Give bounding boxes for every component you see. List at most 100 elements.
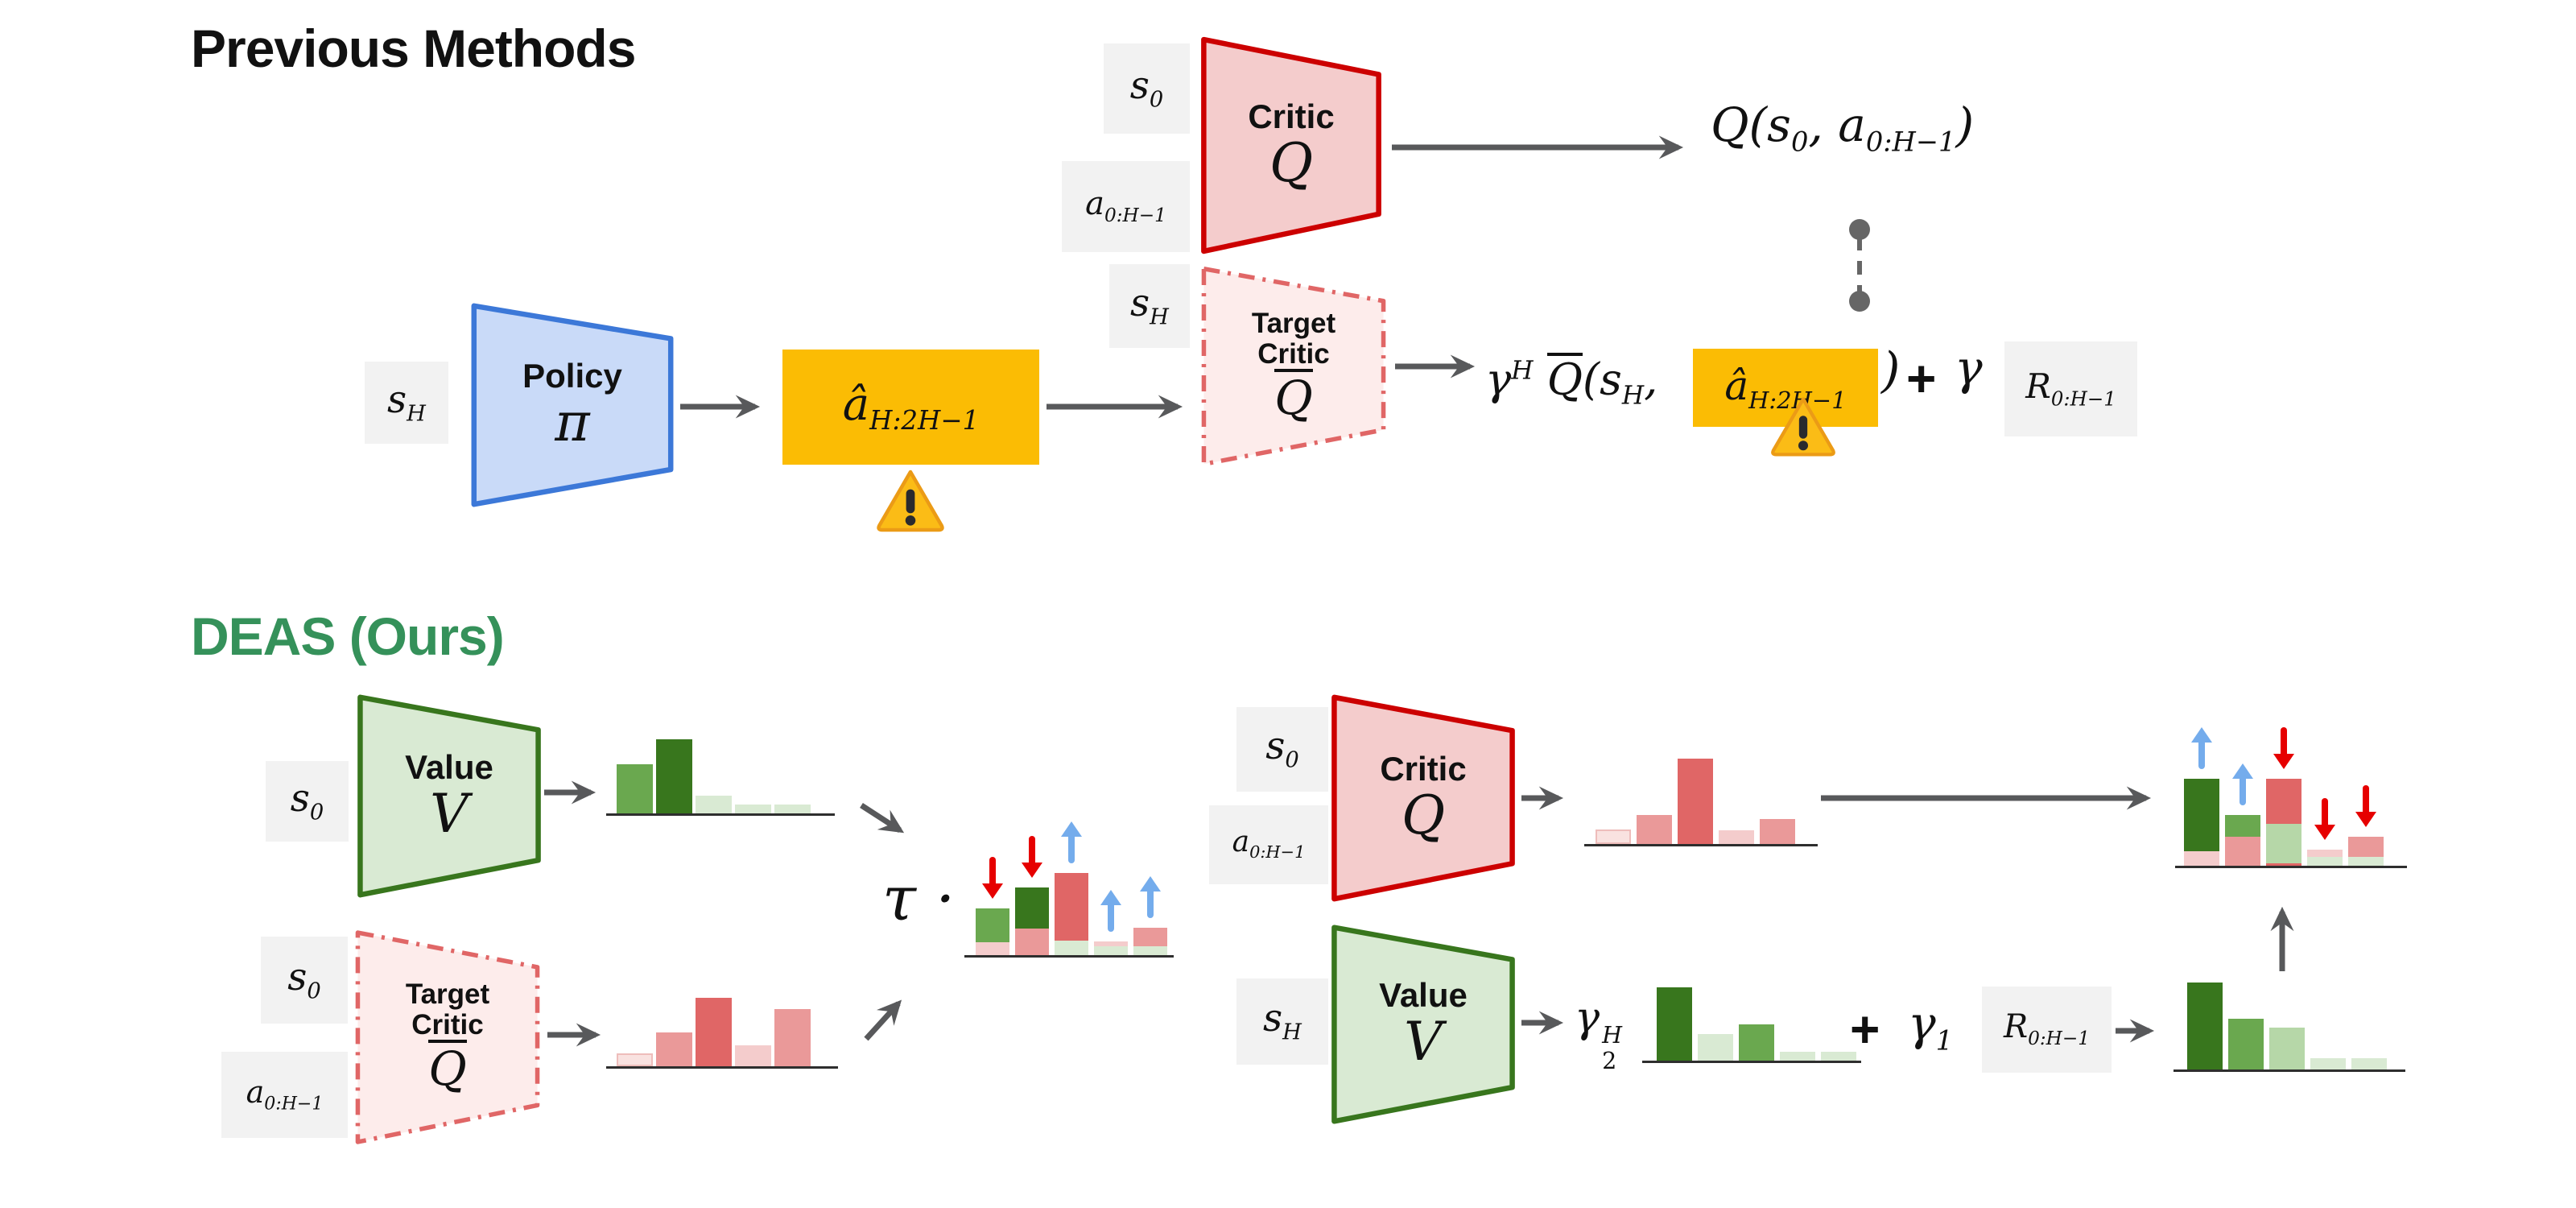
- expectile-combined-distribution-bar-segment: [1055, 873, 1088, 941]
- target-critic-symbol: Q: [1274, 369, 1313, 426]
- formula-close-paren: ): [1881, 342, 1901, 399]
- policy-label-group: Policy π: [471, 303, 674, 507]
- critic-symbol: Q: [1269, 131, 1314, 194]
- value-right-label-group: Value V: [1331, 925, 1515, 1124]
- critic-q-distribution-bar-segment: [1678, 759, 1713, 844]
- discounted-target-distribution-bar-segment: [2187, 983, 2223, 1069]
- expectile-combined-distribution-bar-segment: [1133, 946, 1167, 955]
- value-s0-distribution-bar-segment: [617, 764, 653, 813]
- critic-block: Critic Q: [1201, 36, 1381, 254]
- state-s0-label: s0: [1129, 63, 1164, 113]
- target-critic-distribution-bar-segment: [617, 1053, 653, 1066]
- target-critic-distribution-bar-segment: [774, 1009, 811, 1066]
- trend-arrow-shaft: [1147, 887, 1154, 918]
- critic-right-label-group: Critic Q: [1331, 694, 1515, 902]
- discounted-target-distribution-bar-segment: [2269, 1028, 2305, 1069]
- reward-label: R0:H−1: [2003, 1008, 2091, 1050]
- value-s0-distribution-bar-segment: [696, 796, 732, 813]
- trend-arrow-head: [1022, 863, 1042, 878]
- critic-label-group: Critic Q: [1201, 36, 1381, 254]
- policy-symbol: π: [555, 391, 590, 454]
- formula-actions-label: âH:2H−1: [1724, 362, 1847, 414]
- value-block-left: Value V: [357, 694, 541, 898]
- reward-box-top: R0:H−1: [2004, 341, 2137, 436]
- discounted-target-distribution-bar-segment: [2310, 1058, 2346, 1069]
- expectile-combined-distribution-bar-segment: [1015, 929, 1049, 955]
- value-sH-distribution-bar-segment: [1698, 1034, 1733, 1061]
- target-critic-distribution-axis: [606, 1066, 838, 1069]
- critic-q-distribution-axis: [1584, 844, 1818, 846]
- arrow-value-dist-to-expectile: [860, 803, 905, 834]
- value-s0-distribution-bar-segment: [735, 805, 771, 813]
- connector-dot-top: [1849, 219, 1870, 240]
- value-label-group: Value V: [357, 694, 541, 898]
- formula-plus-sign: +: [1906, 350, 1937, 407]
- critic-update-distribution-bar-segment: [2184, 851, 2219, 866]
- value-sH-distribution-bar-segment: [1780, 1052, 1815, 1061]
- trapezoid-shape: [355, 929, 540, 1145]
- state-sH-input-box-target: sH: [1109, 264, 1190, 348]
- trend-arrow-up-icon: [2232, 763, 2253, 805]
- expectile-combined-distribution-bar-segment: [1094, 946, 1128, 955]
- trapezoid-shape: [1331, 694, 1515, 902]
- policy-block: Policy π: [471, 303, 674, 507]
- critic-update-distribution-bar-segment: [2266, 824, 2301, 863]
- actions-a0h-label: a0:H−1: [246, 1074, 324, 1115]
- state-sH-label: sH: [387, 377, 426, 427]
- connector-dot-bottom: [1849, 291, 1870, 312]
- value-sH-distribution-bar-segment: [1821, 1052, 1856, 1061]
- state-sH-label: sH: [1130, 280, 1169, 330]
- trend-arrow-head: [982, 883, 1003, 899]
- trend-arrow-head: [2314, 825, 2335, 840]
- reward-box-bottom: R0:H−1: [1982, 987, 2112, 1073]
- value-sH-distribution-bar-segment: [1657, 987, 1692, 1061]
- target-critic-label-group: Target Critic Q: [1201, 266, 1386, 467]
- critic-name: Critic: [1380, 750, 1467, 788]
- trend-arrow-head: [2191, 727, 2212, 743]
- critic-block-right: Critic Q: [1331, 694, 1515, 902]
- critic-update-distribution-bar-segment: [2348, 837, 2384, 857]
- critic-update-distribution-axis: [2175, 866, 2407, 868]
- value-s0-distribution-bar-segment: [656, 739, 692, 813]
- state-sH-input-box-value-right: sH: [1236, 978, 1328, 1065]
- expectile-combined-distribution-axis: [964, 955, 1174, 958]
- target-critic-distribution-bar-segment: [656, 1032, 692, 1066]
- expectile-tau-label: τ ·: [882, 863, 956, 934]
- value-symbol: V: [1404, 1011, 1443, 1074]
- value-block-right: Value V: [1331, 925, 1515, 1124]
- trend-arrow-down-icon: [2355, 785, 2376, 827]
- formula-gamma-qbar: γH Q(sH,: [1485, 353, 1658, 411]
- trend-arrow-up-icon: [1140, 876, 1161, 918]
- state-s0-input-box-target-left: s0: [261, 937, 348, 1024]
- trend-arrow-down-icon: [1022, 836, 1042, 878]
- formula-gamma: γ: [1955, 341, 1983, 395]
- discounted-target-distribution-axis: [2174, 1069, 2405, 1072]
- discounted-target-distribution-bar-segment: [2228, 1019, 2264, 1069]
- gamma1-coefficient: γ1: [1908, 996, 1954, 1057]
- trend-arrow-shaft: [2281, 727, 2287, 758]
- bottom-plus-sign: +: [1850, 1000, 1880, 1058]
- trend-arrow-shaft: [2322, 798, 2328, 829]
- value-symbol: V: [430, 782, 469, 845]
- expectile-combined-distribution-bar-segment: [976, 908, 1009, 942]
- trend-arrow-head: [2273, 754, 2294, 769]
- trapezoid-shape: [1201, 36, 1381, 254]
- state-s0-label: s0: [290, 776, 324, 825]
- target-critic-name: Target Critic: [405, 978, 490, 1040]
- critic-q-distribution-bar-segment: [1760, 819, 1795, 844]
- actions-a0h-input-box: a0:H−1: [1062, 161, 1190, 252]
- reward-label: R0:H−1: [2025, 366, 2116, 411]
- warning-icon: [877, 470, 944, 532]
- trapezoid-shape: [471, 303, 674, 507]
- warning-icon: [1771, 397, 1835, 457]
- expectile-combined-distribution-bar-segment: [1055, 941, 1088, 955]
- expectile-combined-distribution-bar-segment: [1133, 928, 1167, 946]
- formula-highlighted-actions: âH:2H−1: [1693, 349, 1878, 427]
- policy-name: Policy: [522, 357, 622, 395]
- state-s0-label: s0: [287, 954, 321, 1004]
- critic-q-distribution-bar-segment: [1719, 830, 1754, 844]
